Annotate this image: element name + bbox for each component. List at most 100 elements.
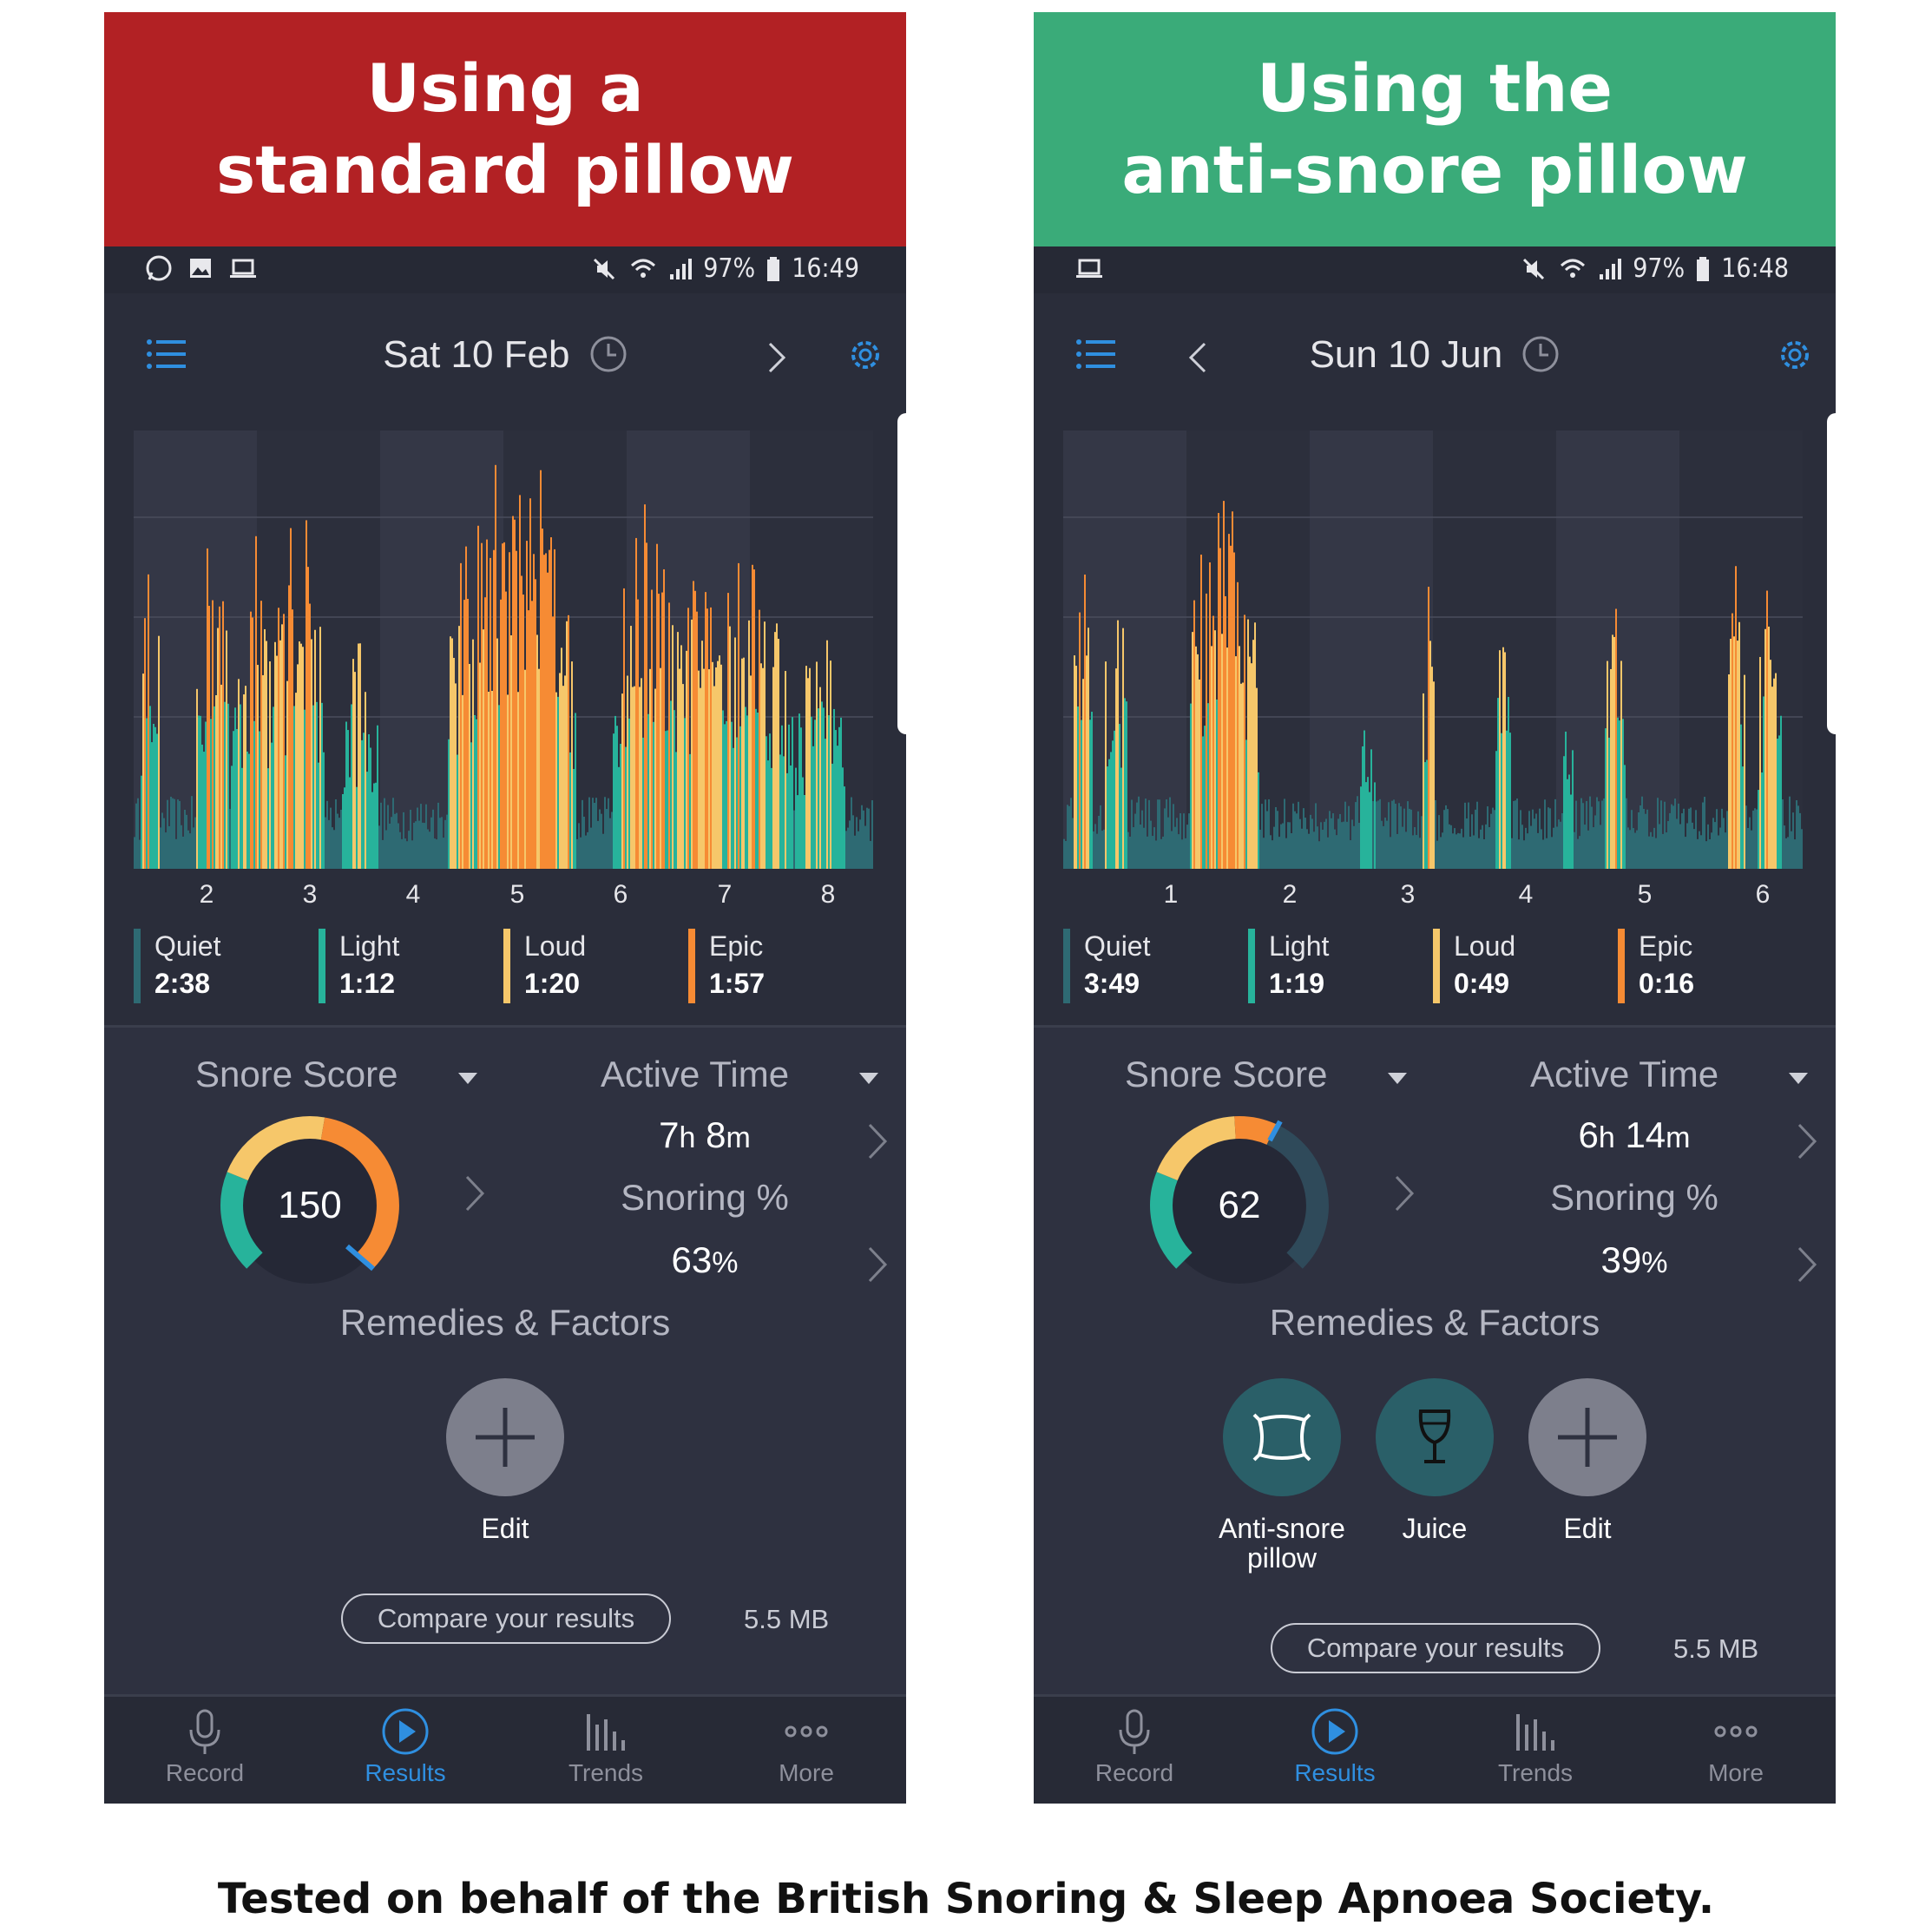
- menu-icon[interactable]: [1074, 335, 1119, 373]
- waveform: [1063, 501, 1803, 869]
- edit-remedies-label: Edit: [1563, 1513, 1612, 1544]
- snoring-percent-chevron-icon[interactable]: [866, 1245, 889, 1285]
- date-label: Sat 10 Feb: [383, 333, 570, 376]
- wine-glass-icon: [1418, 1410, 1451, 1463]
- anti-snore-pillow-banner: Using the anti-snore pillow: [1034, 12, 1836, 246]
- snoring-percent-chevron-icon[interactable]: [1796, 1245, 1818, 1285]
- tab-more[interactable]: More: [1649, 1707, 1823, 1787]
- active-time-header[interactable]: Active Time: [601, 1054, 790, 1094]
- remedies-title: Remedies & Factors: [1269, 1302, 1600, 1343]
- tab-more[interactable]: More: [720, 1707, 893, 1787]
- clock-icon[interactable]: [1521, 335, 1560, 373]
- battery-percent: 97%: [1633, 253, 1686, 284]
- hour-tick: 4: [405, 880, 421, 909]
- hour-tick: 1: [1163, 880, 1179, 909]
- play-icon: [1311, 1708, 1358, 1755]
- settings-gear-icon[interactable]: [845, 335, 885, 375]
- microphone-icon: [189, 1709, 220, 1754]
- mute-icon: [594, 258, 615, 279]
- anti-snore-pillow-remedy-button[interactable]: [1223, 1378, 1341, 1496]
- gallery-icon: [190, 259, 211, 278]
- snore-score-gauge[interactable]: 62: [1140, 1106, 1339, 1305]
- standard-pillow-banner: Using a standard pillow: [104, 12, 906, 246]
- laptop-icon: [230, 259, 256, 278]
- juice-remedy-button[interactable]: [1376, 1378, 1494, 1496]
- active-time-header[interactable]: Active Time: [1530, 1054, 1719, 1094]
- footer-caption: Tested on behalf of the British Snoring …: [217, 1875, 1715, 1923]
- tab-trends[interactable]: Trends: [519, 1707, 693, 1787]
- battery-icon: [767, 256, 780, 281]
- trends-bars-icon: [587, 1714, 625, 1751]
- battery-percent: 97%: [703, 253, 756, 284]
- compare-results-button[interactable]: Compare your results: [1271, 1623, 1600, 1673]
- legend-quiet: Quiet 3:49: [1063, 929, 1150, 1003]
- previous-day-chevron-icon[interactable]: [1186, 340, 1209, 375]
- results-summary: Snore Score Active Time 62 6h 14m Snorin…: [1034, 1028, 1836, 1694]
- wifi-icon: [631, 259, 656, 278]
- snore-score-chevron-icon[interactable]: [1393, 1173, 1416, 1213]
- hour-tick: 6: [613, 880, 628, 909]
- snoring-percent-header: Snoring %: [1550, 1177, 1718, 1218]
- trends-bars-icon: [1516, 1714, 1554, 1751]
- date-navigation: Sun 10 Jun: [1034, 293, 1836, 424]
- pillow-icon: [1252, 1413, 1311, 1462]
- tab-record[interactable]: Record: [1048, 1707, 1221, 1787]
- hour-tick: 5: [509, 880, 525, 909]
- active-time-chevron-icon[interactable]: [866, 1121, 889, 1161]
- juice-label: Juice: [1402, 1513, 1468, 1544]
- intensity-legend: Quiet 2:38 Light 1:12 Loud 1:20 Epic 1:57: [134, 929, 880, 1007]
- tab-trends[interactable]: Trends: [1449, 1707, 1622, 1787]
- remedies-title: Remedies & Factors: [339, 1302, 671, 1343]
- active-time-value: 6h 14m: [1578, 1114, 1691, 1155]
- compare-results-button[interactable]: Compare your results: [341, 1594, 671, 1644]
- legend-light: Light 1:19: [1248, 929, 1329, 1003]
- scroll-edge: [897, 413, 906, 734]
- active-time-dropdown-icon[interactable]: [1789, 1073, 1808, 1084]
- hour-tick: 5: [1637, 880, 1653, 909]
- status-bar: 97% 16:49: [104, 246, 906, 293]
- tab-results[interactable]: Results: [319, 1707, 492, 1787]
- active-time-value: 7h 8m: [659, 1114, 751, 1155]
- legend-light: Light 1:12: [319, 929, 399, 1003]
- legend-loud: Loud 1:20: [503, 929, 586, 1003]
- recording-size: 5.5 MB: [1673, 1633, 1759, 1664]
- snoring-percent-header: Snoring %: [621, 1177, 789, 1218]
- snore-timeline-chart: [134, 430, 873, 869]
- hour-tick: 6: [1755, 880, 1771, 909]
- snore-score-chevron-icon[interactable]: [463, 1173, 486, 1213]
- tab-results[interactable]: Results: [1248, 1707, 1422, 1787]
- microphone-icon: [1119, 1709, 1150, 1754]
- next-day-chevron-icon[interactable]: [766, 340, 788, 375]
- anti-snore-pillow-screenshot: Using the anti-snore pillow 97% 16:48 Su…: [1034, 12, 1836, 1804]
- snore-score-dropdown-icon[interactable]: [458, 1073, 477, 1084]
- more-dots-icon: [1714, 1725, 1758, 1738]
- active-time-dropdown-icon[interactable]: [859, 1073, 878, 1084]
- snore-score-dropdown-icon[interactable]: [1388, 1073, 1407, 1084]
- play-icon: [382, 1708, 429, 1755]
- edit-remedies-button[interactable]: [446, 1378, 564, 1496]
- menu-icon[interactable]: [144, 335, 189, 373]
- active-time-chevron-icon[interactable]: [1796, 1121, 1818, 1161]
- clock-icon[interactable]: [589, 335, 628, 373]
- snoring-percent-value: 39%: [1600, 1239, 1668, 1280]
- waveform: [134, 464, 873, 869]
- edit-remedies-button[interactable]: [1528, 1378, 1646, 1496]
- hour-tick: 8: [820, 880, 836, 909]
- tab-record[interactable]: Record: [118, 1707, 292, 1787]
- battery-icon: [1697, 256, 1710, 281]
- hour-tick: 3: [1400, 880, 1416, 909]
- settings-gear-icon[interactable]: [1775, 335, 1815, 375]
- wifi-icon: [1561, 259, 1586, 278]
- hour-tick: 4: [1518, 880, 1534, 909]
- snore-score-header[interactable]: Snore Score: [195, 1054, 398, 1094]
- snore-score-header[interactable]: Snore Score: [1125, 1054, 1328, 1094]
- bottom-tab-bar: Record Results Trends More: [1034, 1694, 1836, 1804]
- more-dots-icon: [785, 1725, 828, 1738]
- banner-line-2: anti-snore pillow: [1121, 131, 1748, 208]
- mute-icon: [1523, 258, 1545, 279]
- snore-score-gauge[interactable]: 150: [210, 1106, 410, 1305]
- banner-line-1: Using a: [366, 49, 644, 127]
- snore-timeline-chart: [1063, 430, 1803, 869]
- status-time: 16:48: [1721, 253, 1789, 284]
- snore-score-value: 62: [1219, 1184, 1261, 1226]
